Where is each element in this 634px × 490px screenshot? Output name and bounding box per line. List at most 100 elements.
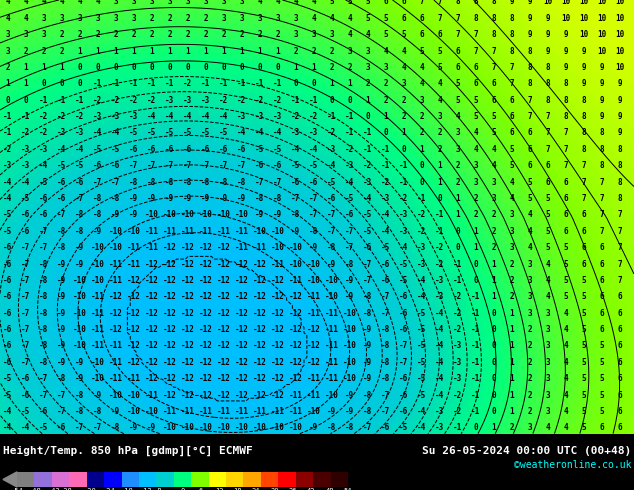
Text: -5: -5	[346, 194, 354, 203]
Bar	[157, 472, 174, 487]
Text: -1: -1	[471, 342, 481, 350]
Text: 0: 0	[492, 391, 496, 400]
Text: 0: 0	[240, 63, 244, 72]
Text: -12: -12	[199, 260, 213, 269]
Text: 0: 0	[492, 407, 496, 416]
Text: -6: -6	[57, 423, 67, 432]
Text: -7: -7	[22, 325, 30, 334]
Text: -12: -12	[145, 342, 159, 350]
Text: -12: -12	[127, 309, 141, 318]
Text: -12: -12	[289, 325, 303, 334]
Text: -8: -8	[183, 178, 193, 187]
Text: 4: 4	[294, 0, 299, 6]
Text: 5: 5	[492, 128, 496, 138]
Text: -9: -9	[165, 194, 174, 203]
Text: -9: -9	[93, 391, 103, 400]
Text: -10: -10	[181, 210, 195, 220]
Text: -9: -9	[309, 243, 319, 252]
Text: 4: 4	[42, 0, 46, 6]
Text: 8: 8	[492, 14, 496, 23]
Text: -12: -12	[163, 276, 177, 285]
Text: 2: 2	[402, 112, 406, 121]
Text: 3: 3	[437, 112, 443, 121]
Text: -6: -6	[346, 210, 354, 220]
Text: -6: -6	[22, 391, 30, 400]
Text: 8: 8	[581, 96, 586, 105]
Text: -1: -1	[453, 260, 463, 269]
Text: 1: 1	[474, 243, 478, 252]
Text: 3: 3	[384, 63, 388, 72]
Text: -11: -11	[91, 342, 105, 350]
Text: -9: -9	[129, 423, 139, 432]
Text: -5: -5	[399, 260, 409, 269]
Text: -12: -12	[307, 342, 321, 350]
Text: 4: 4	[60, 0, 64, 6]
Text: -8: -8	[112, 194, 120, 203]
Bar	[174, 472, 191, 487]
Text: 7: 7	[420, 0, 424, 6]
Text: -12: -12	[217, 358, 231, 367]
Text: 5: 5	[384, 14, 388, 23]
Text: -30: -30	[84, 488, 97, 490]
Text: -9: -9	[363, 325, 373, 334]
Text: 9: 9	[564, 30, 568, 39]
Text: 5: 5	[402, 30, 406, 39]
Text: -12: -12	[271, 374, 285, 383]
Text: -10: -10	[307, 276, 321, 285]
Text: -10: -10	[307, 260, 321, 269]
Text: 10: 10	[616, 63, 624, 72]
Text: -3: -3	[202, 96, 210, 105]
Text: 6: 6	[600, 260, 604, 269]
Text: 5: 5	[581, 423, 586, 432]
Text: -9: -9	[112, 210, 120, 220]
Text: 6: 6	[437, 30, 443, 39]
Text: -4: -4	[219, 112, 229, 121]
Text: -9: -9	[219, 194, 229, 203]
Text: -3: -3	[75, 128, 84, 138]
Text: -7: -7	[346, 243, 354, 252]
Text: 6: 6	[510, 112, 514, 121]
Text: 9: 9	[564, 63, 568, 72]
Text: 2: 2	[510, 276, 514, 285]
Text: -12: -12	[271, 325, 285, 334]
Text: 6: 6	[618, 325, 623, 334]
Text: 2: 2	[366, 79, 370, 88]
Text: 10: 10	[597, 47, 607, 55]
Text: -1: -1	[309, 96, 319, 105]
Text: -11: -11	[325, 342, 339, 350]
Text: 1: 1	[510, 374, 514, 383]
Text: -6: -6	[22, 227, 30, 236]
Text: -10: -10	[127, 391, 141, 400]
Text: -5: -5	[112, 145, 120, 154]
Text: 5: 5	[600, 342, 604, 350]
Text: 9: 9	[600, 79, 604, 88]
Text: -4: -4	[273, 128, 283, 138]
Text: -12: -12	[307, 358, 321, 367]
Text: 7: 7	[437, 0, 443, 6]
Text: -9: -9	[363, 342, 373, 350]
Text: -7: -7	[57, 407, 67, 416]
Text: -48: -48	[29, 488, 42, 490]
Text: -6: -6	[399, 293, 409, 301]
Text: -12: -12	[163, 325, 177, 334]
Text: 9: 9	[618, 128, 623, 138]
Text: 2: 2	[150, 30, 154, 39]
Text: -1: -1	[453, 423, 463, 432]
Text: -5: -5	[327, 178, 337, 187]
Text: 0: 0	[23, 96, 29, 105]
Text: -2: -2	[256, 96, 264, 105]
Text: -10: -10	[145, 407, 159, 416]
Text: -12: -12	[217, 374, 231, 383]
Text: -1: -1	[3, 112, 13, 121]
Text: 1: 1	[510, 391, 514, 400]
Text: -3: -3	[292, 128, 301, 138]
Text: 4: 4	[527, 243, 533, 252]
Text: -12: -12	[253, 260, 267, 269]
Text: 1: 1	[330, 79, 334, 88]
Text: -12: -12	[163, 374, 177, 383]
Text: 2: 2	[527, 358, 533, 367]
Text: -2: -2	[147, 96, 157, 105]
Text: 0: 0	[456, 243, 460, 252]
Text: 10: 10	[561, 14, 571, 23]
Text: 5: 5	[546, 194, 550, 203]
